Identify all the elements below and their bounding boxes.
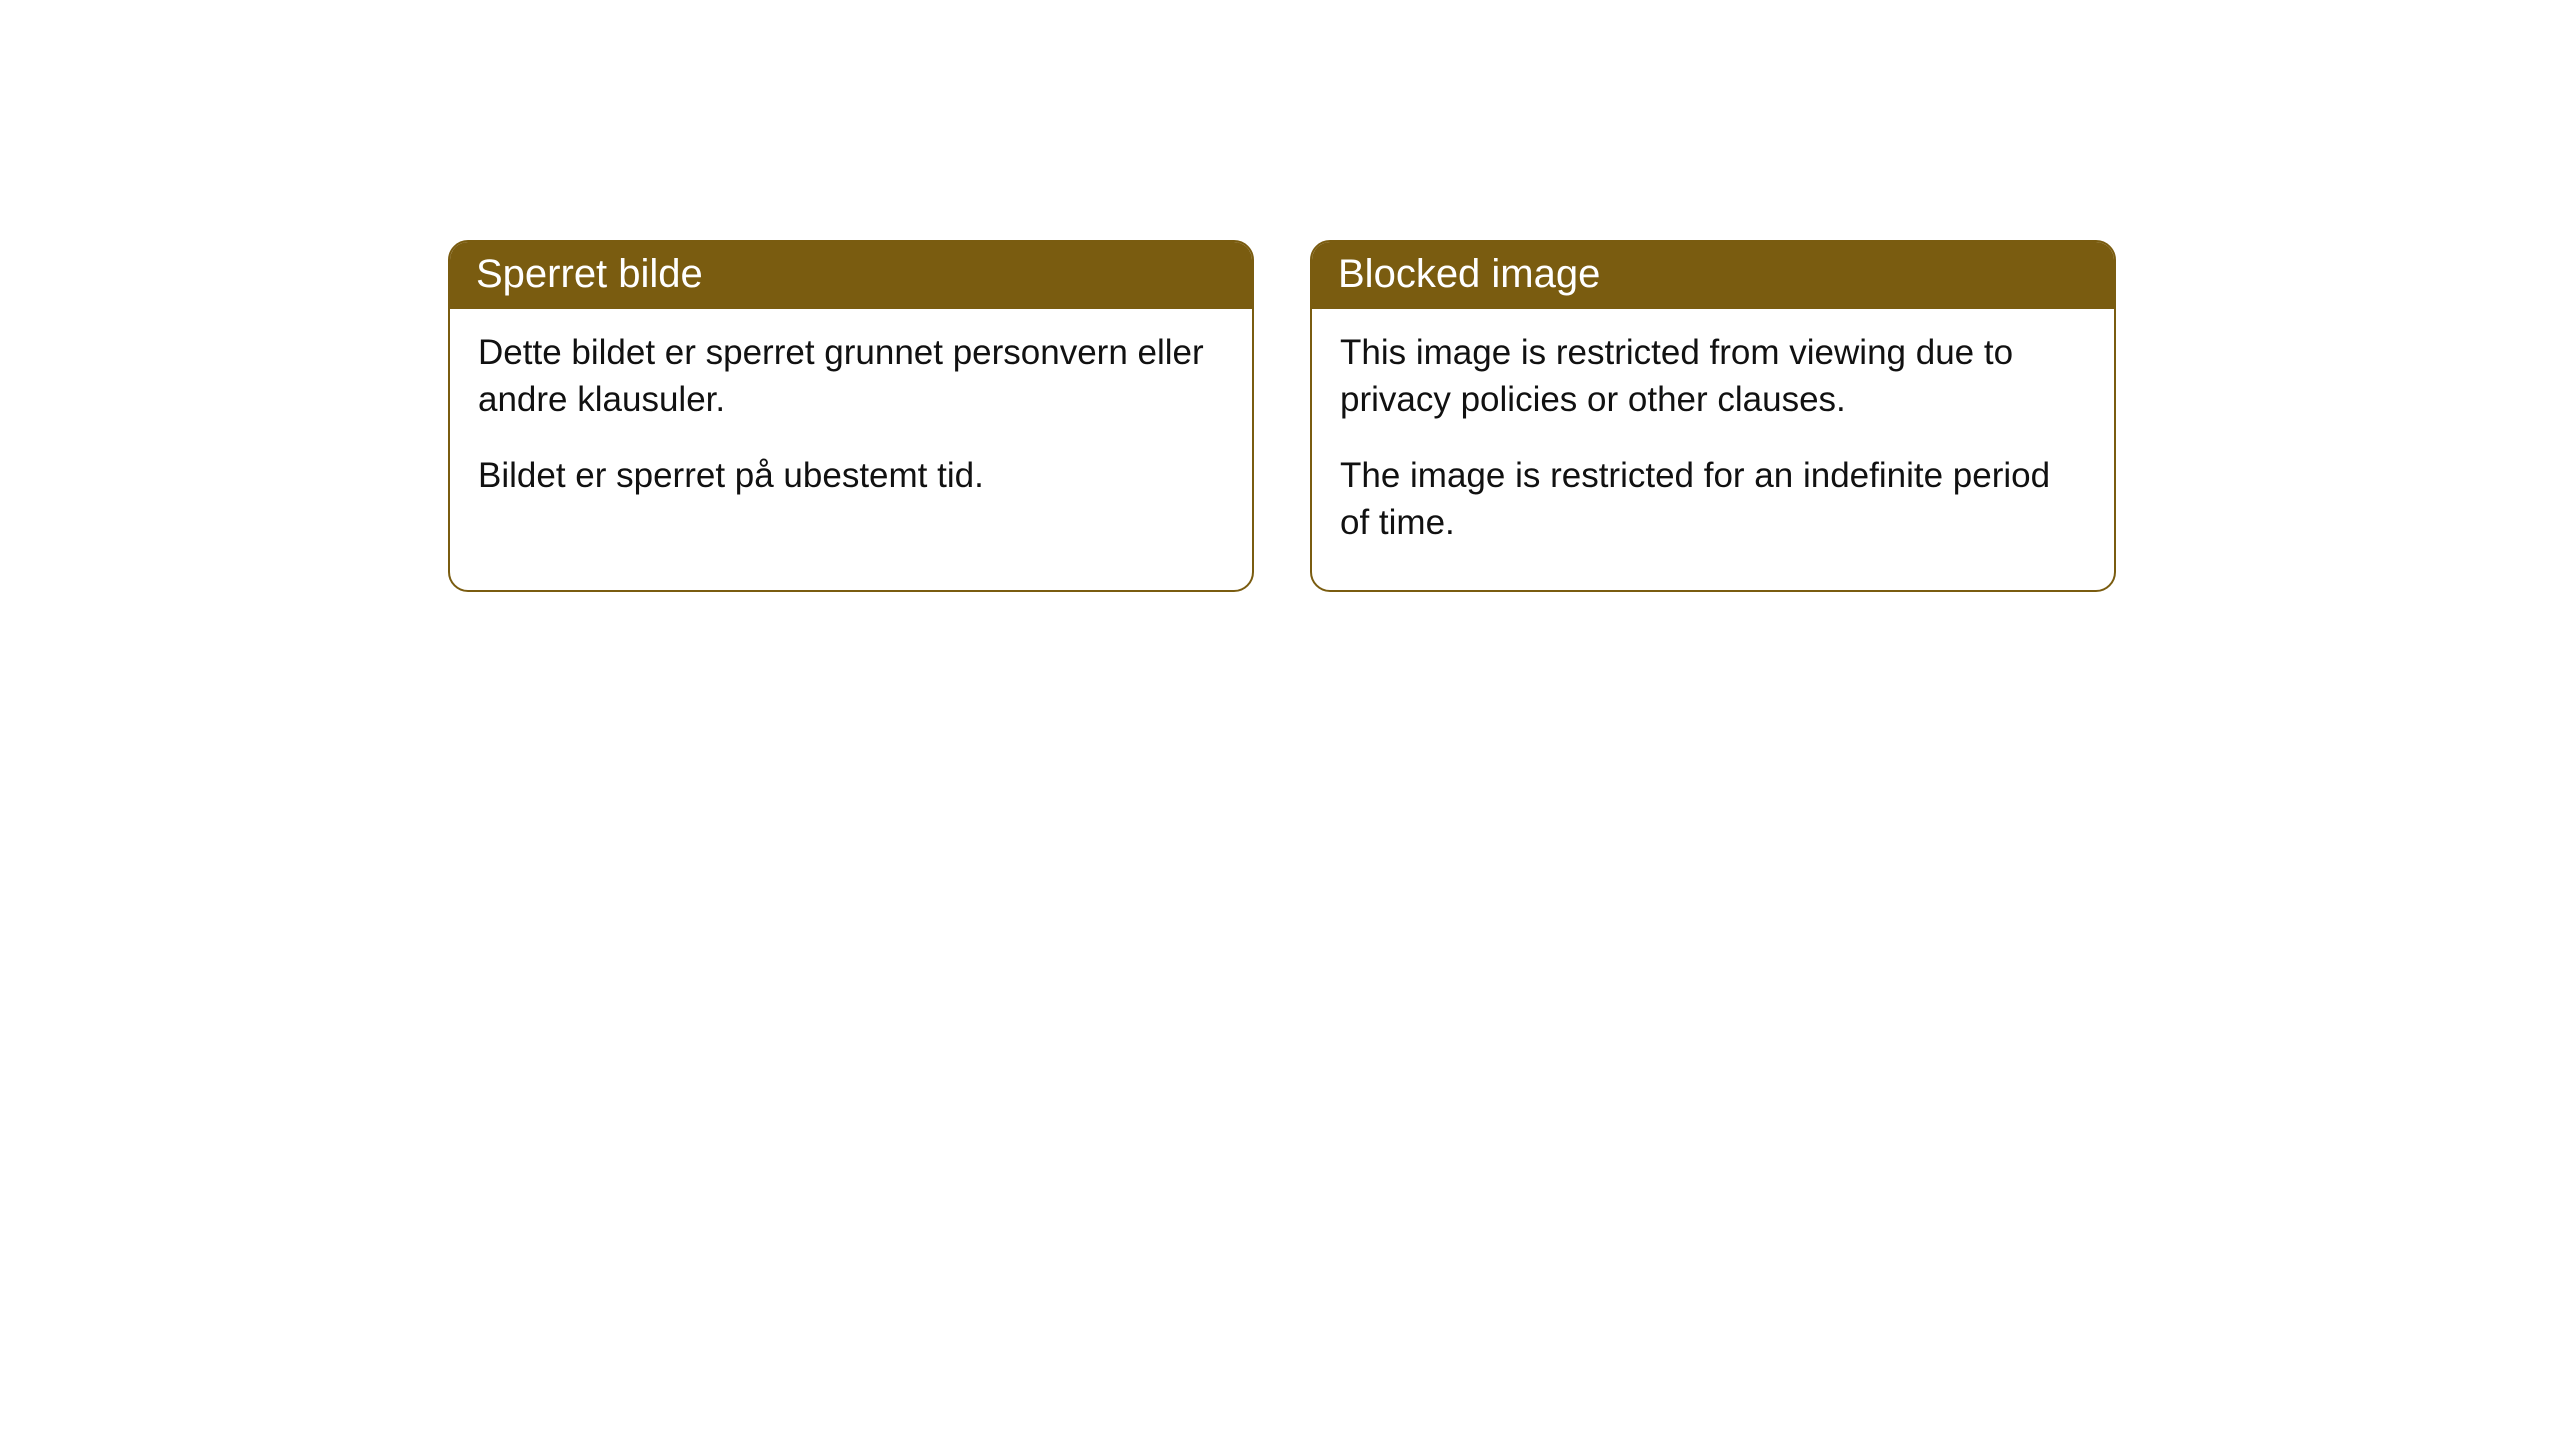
card-text-line: Bildet er sperret på ubestemt tid. xyxy=(478,452,1224,499)
card-body-norwegian: Dette bildet er sperret grunnet personve… xyxy=(450,309,1252,543)
card-text-line: Dette bildet er sperret grunnet personve… xyxy=(478,329,1224,424)
card-body-english: This image is restricted from viewing du… xyxy=(1312,309,2114,590)
card-english: Blocked image This image is restricted f… xyxy=(1310,240,2116,592)
card-header-english: Blocked image xyxy=(1312,242,2114,309)
card-norwegian: Sperret bilde Dette bildet er sperret gr… xyxy=(448,240,1254,592)
card-header-norwegian: Sperret bilde xyxy=(450,242,1252,309)
card-text-line: The image is restricted for an indefinit… xyxy=(1340,452,2086,547)
cards-container: Sperret bilde Dette bildet er sperret gr… xyxy=(448,240,2560,592)
card-text-line: This image is restricted from viewing du… xyxy=(1340,329,2086,424)
